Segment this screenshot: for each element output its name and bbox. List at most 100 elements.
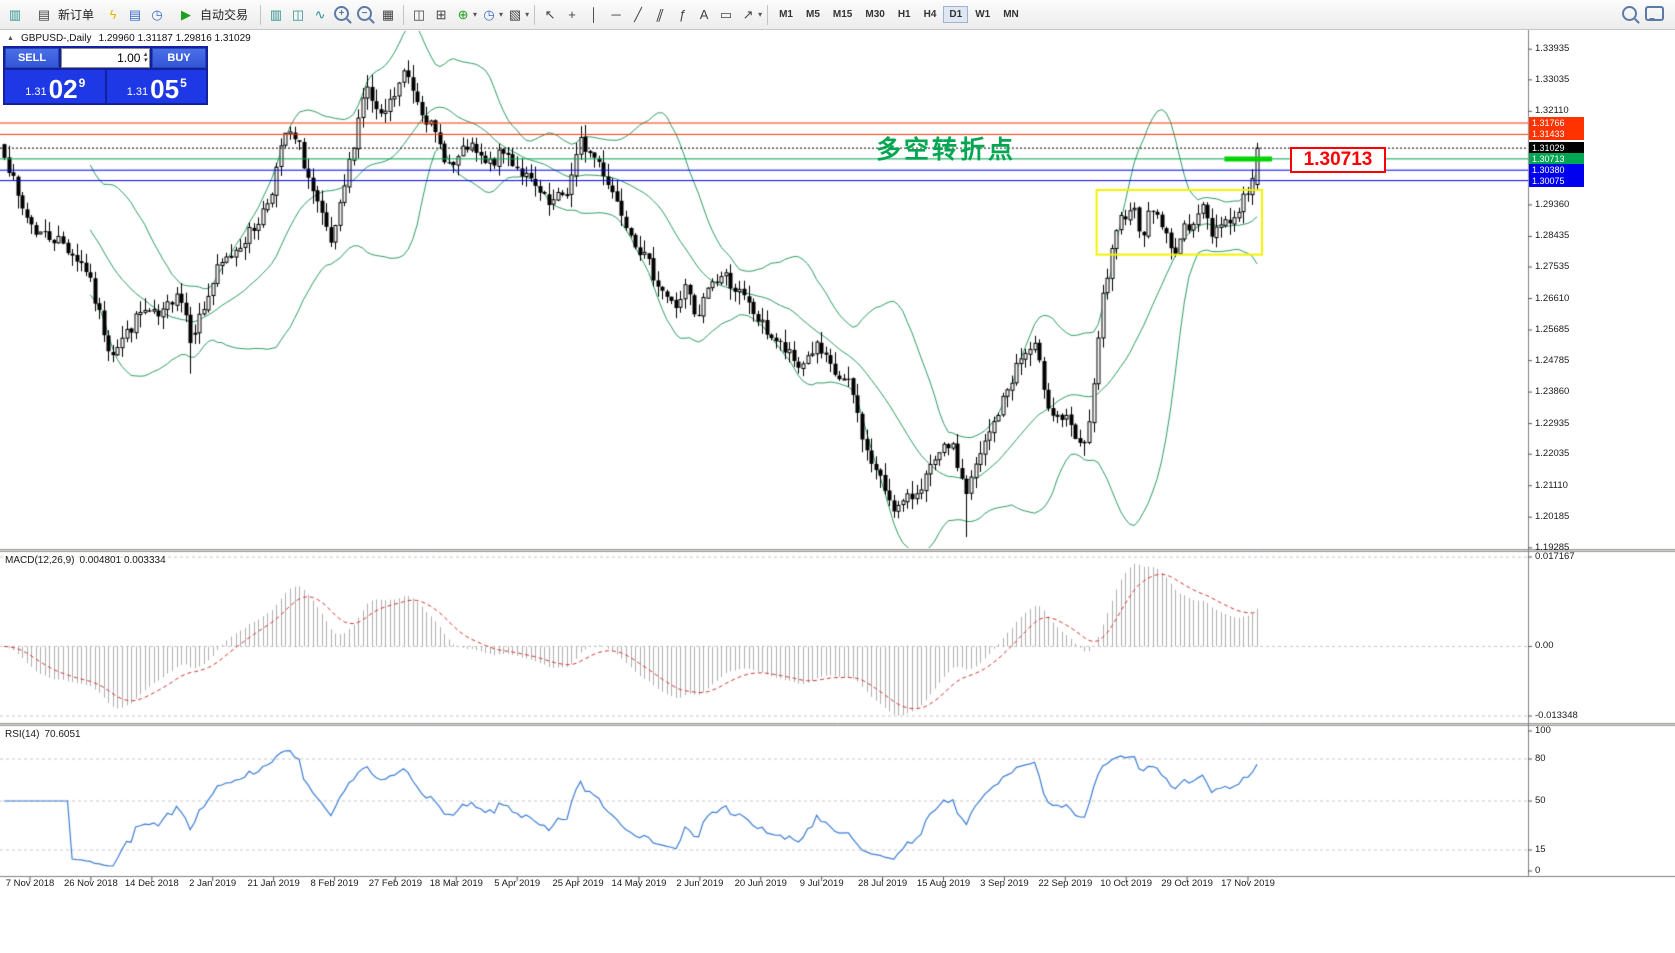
time-axis-label[interactable]: 29 Oct 2019 <box>1161 878 1213 889</box>
buy-price-prefix: 1.31 <box>126 86 149 98</box>
buy-button[interactable]: BUY <box>152 48 206 68</box>
rsi-value: 70.6051 <box>44 729 81 740</box>
buy-price-sup: 5 <box>180 76 187 90</box>
candlestick-chart-icon[interactable]: ◫ <box>291 6 305 22</box>
timeframe-button-h1[interactable]: H1 <box>897 9 911 20</box>
clock-icon: ◷ <box>483 6 495 22</box>
fibonacci-icon[interactable]: ƒ <box>678 7 686 22</box>
indicators-dropdown[interactable]: ⊕ ▾ <box>453 5 477 25</box>
sell-button[interactable]: SELL <box>5 48 59 68</box>
main-toolbar: ▥ ▤ 新订单 ϟ ▤ ◷ ▶ 自动交易 ▥ ◫ ∿ + − ▦ ◫ ⊞ ⊕ ▾ … <box>0 0 1675 30</box>
chat-icon[interactable] <box>1645 6 1664 21</box>
time-axis-label[interactable]: 9 Jul 2019 <box>799 878 844 889</box>
price-badge-1.31029: 1.31029 <box>1529 142 1584 155</box>
auto-trading-label: 自动交易 <box>200 8 249 22</box>
volume-input[interactable]: 1.00 ▴ ▾ <box>61 48 150 68</box>
time-axis-label[interactable]: 2 Jan 2019 <box>189 878 237 889</box>
one-click-trading-panel: SELL 1.00 ▴ ▾ BUY 1.31 02 9 1.31 05 5 <box>3 46 208 105</box>
time-axis-label[interactable]: 18 Mar 2019 <box>429 878 483 889</box>
macd-label: MACD(12,26,9) 0.004801 0.003334 <box>5 555 166 566</box>
time-axis-label[interactable]: 27 Feb 2019 <box>368 878 423 889</box>
time-axis-label[interactable]: 28 Jul 2019 <box>858 878 908 889</box>
templates-dropdown[interactable]: ▧ ▾ <box>505 5 529 25</box>
vertical-line-icon[interactable]: │ <box>590 7 599 22</box>
time-axis-label[interactable]: 3 Sep 2019 <box>980 878 1029 889</box>
macd-name: MACD(12,26,9) <box>5 555 75 566</box>
cursor-icon[interactable]: ↖ <box>544 6 556 22</box>
buy-price-display[interactable]: 1.31 05 5 <box>106 70 206 103</box>
auto-trading-button[interactable]: ▶ 自动交易 <box>169 4 255 26</box>
trendline-icon[interactable]: ╱ <box>634 6 642 22</box>
toolbar-separator <box>260 4 262 25</box>
sell-price-sup: 9 <box>78 76 86 90</box>
zoom-out-icon[interactable]: − <box>357 6 373 21</box>
crosshair-icon[interactable]: + <box>568 7 576 22</box>
time-axis-label[interactable]: 2 Jun 2019 <box>676 878 724 889</box>
arrange-windows-icon[interactable]: ◫ <box>412 6 426 22</box>
cascade-windows-icon[interactable]: ⊞ <box>435 6 447 22</box>
rsi-axis-tick: 50 <box>1535 795 1546 806</box>
volume-value: 1.00 <box>117 51 141 65</box>
rsi-name: RSI(14) <box>5 729 40 740</box>
price-axis-tick: 1.26610 <box>1535 292 1570 304</box>
alerts-icon[interactable]: ◷ <box>151 6 163 22</box>
tile-windows-icon[interactable]: ▦ <box>381 6 395 22</box>
sell-price-display[interactable]: 1.31 02 9 <box>5 70 105 103</box>
volume-up-icon[interactable]: ▴ <box>143 51 147 58</box>
text-icon[interactable]: A <box>699 7 709 22</box>
timeframe-button-m30[interactable]: M30 <box>865 9 885 20</box>
lightning-icon[interactable]: ϟ <box>109 7 117 22</box>
time-axis-label[interactable]: 10 Oct 2019 <box>1100 878 1153 889</box>
horizontal-line-icon[interactable]: ─ <box>611 7 621 22</box>
price-axis-tick: 1.32110 <box>1535 105 1569 117</box>
volume-down-icon[interactable]: ▾ <box>143 57 147 64</box>
price-axis-tick: 1.22935 <box>1535 417 1570 429</box>
price-callout-label[interactable]: 1.30713 <box>1290 147 1386 173</box>
turning-point-annotation[interactable]: 多空转折点 <box>876 136 1017 164</box>
arrow-object-icon: ↗ <box>742 6 754 22</box>
time-axis-label[interactable]: 14 Dec 2018 <box>124 878 179 889</box>
timeframe-button-h4[interactable]: H4 <box>923 9 937 20</box>
symbol-label: GBPUSD-,Daily <box>20 33 92 44</box>
time-axis-label[interactable]: 14 May 2019 <box>611 878 667 889</box>
channel-icon[interactable]: ∥ <box>654 6 666 22</box>
rsi-axis-tick: 15 <box>1535 844 1546 855</box>
timeframe-button-w1[interactable]: W1 <box>975 9 991 20</box>
time-axis-label[interactable]: 8 Feb 2019 <box>310 878 359 889</box>
new-order-button[interactable]: ▤ 新订单 <box>27 4 101 26</box>
zoom-in-icon[interactable]: + <box>334 6 350 21</box>
price-axis-tick: 1.24785 <box>1535 354 1570 366</box>
price-axis-tick: 1.33935 <box>1535 43 1570 55</box>
line-chart-icon[interactable]: ∿ <box>314 6 326 22</box>
time-axis-label[interactable]: 22 Sep 2019 <box>1038 878 1093 889</box>
price-badge-1.30075: 1.30075 <box>1529 174 1584 187</box>
profiles-icon[interactable]: ▤ <box>128 6 142 22</box>
time-axis-label[interactable]: 25 Apr 2019 <box>552 878 604 889</box>
periods-dropdown[interactable]: ◷ ▾ <box>479 5 503 25</box>
macd-values: 0.004801 0.003334 <box>79 555 166 566</box>
play-icon: ▶ <box>181 6 192 22</box>
timeframe-button-m5[interactable]: M5 <box>806 9 820 20</box>
volume-stepper[interactable]: ▴ ▾ <box>143 51 147 64</box>
time-axis-label[interactable]: 21 Jan 2019 <box>247 878 300 889</box>
new-chart-icon[interactable]: ▥ <box>8 6 22 22</box>
time-axis-label[interactable]: 26 Nov 2018 <box>63 878 118 889</box>
timeframe-toolbar: M1 M5 M15 M30 H1 H4 D1 W1 MN <box>773 6 1025 23</box>
text-label-icon[interactable]: ▭ <box>719 6 733 22</box>
time-axis-label[interactable]: 20 Jun 2019 <box>734 878 787 889</box>
time-axis-label[interactable]: 17 Nov 2019 <box>1221 878 1275 889</box>
time-axis-label[interactable]: 15 Aug 2019 <box>916 878 971 889</box>
time-axis-label[interactable]: 5 Apr 2019 <box>494 878 541 889</box>
price-axis-tick: 1.25685 <box>1535 323 1570 335</box>
timeframe-button-m1[interactable]: M1 <box>779 9 793 20</box>
search-icon[interactable] <box>1622 6 1637 21</box>
timeframe-button-mn[interactable]: MN <box>1003 9 1019 20</box>
bar-chart-icon[interactable]: ▥ <box>269 6 283 22</box>
timeframe-button-d1[interactable]: D1 <box>943 6 969 23</box>
timeframe-button-m15[interactable]: M15 <box>832 9 853 20</box>
price-axis-tick: 1.27535 <box>1535 261 1570 273</box>
arrows-dropdown[interactable]: ↗ ▾ <box>738 5 762 25</box>
time-axis-label[interactable]: 7 Nov 2018 <box>5 878 55 889</box>
